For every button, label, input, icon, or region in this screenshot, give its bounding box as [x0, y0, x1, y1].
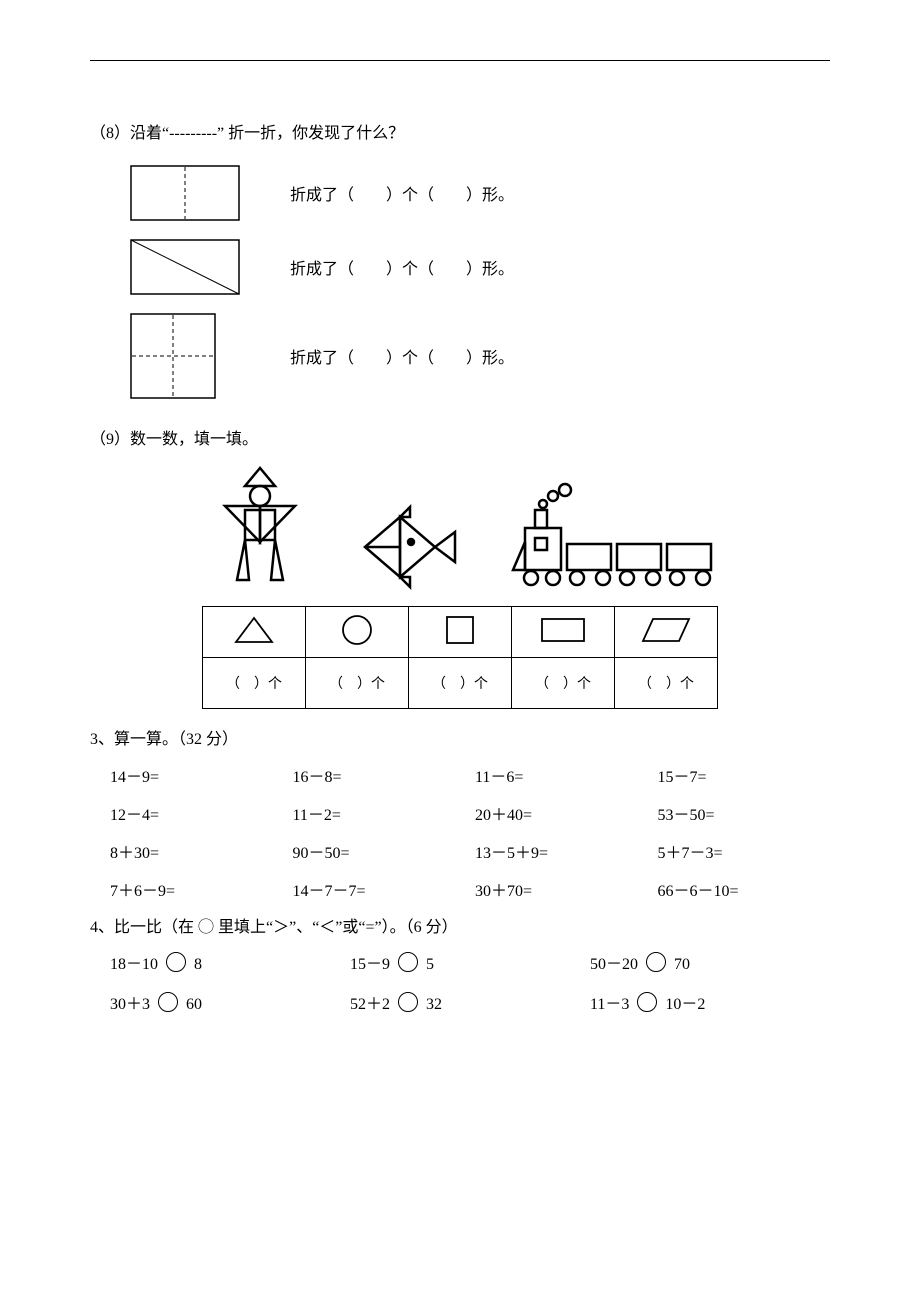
cmp-item: 15－9 5 [350, 950, 590, 974]
calc-item: 30＋70= [475, 877, 648, 901]
calc-item: 66－6－10= [658, 877, 831, 901]
cmp-right: 5 [426, 956, 434, 973]
cell-rectangle-icon [512, 607, 615, 658]
calc-item: 13－5＋9= [475, 839, 648, 863]
calc-item: 8＋30= [110, 839, 283, 863]
cmp-item: 52＋2 32 [350, 990, 590, 1014]
calc-item: 11－2= [293, 801, 466, 825]
worksheet-page: （8）沿着“---------” 折一折，你发现了什么？ 折成了（ ）个（ ）形… [0, 0, 920, 1302]
figure-person-icon [195, 462, 325, 592]
q8-row-3: 折成了（ ）个（ ）形。 [130, 313, 830, 399]
q4-grid: 18－10 8 15－9 5 50－20 70 30＋3 60 52＋2 32 … [110, 950, 830, 1014]
cell-circle-count: （ ）个 [306, 658, 409, 709]
calc-item: 7＋6－9= [110, 877, 283, 901]
calc-item: 20＋40= [475, 801, 648, 825]
cmp-left: 30＋3 [110, 996, 150, 1013]
calc-item: 11－6= [475, 763, 648, 787]
circle-blank-icon [398, 952, 418, 972]
q8-row-1: 折成了（ ）个（ ）形。 [130, 165, 830, 221]
calc-item: 90－50= [293, 839, 466, 863]
q9-figure [90, 462, 830, 592]
calc-item: 15－7= [658, 763, 831, 787]
cell-triangle-icon [203, 607, 306, 658]
q8-shape-rect-diag [130, 239, 270, 295]
calc-item: 14－9= [110, 763, 283, 787]
q9-prompt: （9）数一数，填一填。 [90, 427, 830, 453]
q9-table: （ ）个 （ ）个 （ ）个 （ ）个 （ ）个 [202, 606, 718, 709]
calc-item: 12－4= [110, 801, 283, 825]
cmp-item: 18－10 8 [110, 950, 350, 974]
top-rule [90, 60, 830, 61]
calc-item: 14－7－7= [293, 877, 466, 901]
figure-train-icon [495, 482, 725, 592]
circle-blank-icon [646, 952, 666, 972]
cmp-right: 8 [194, 956, 202, 973]
cell-rectangle-count: （ ）个 [512, 658, 615, 709]
cmp-item: 50－20 70 [590, 950, 830, 974]
circle-blank-icon [158, 992, 178, 1012]
cell-square-count: （ ）个 [409, 658, 512, 709]
cmp-left: 50－20 [590, 956, 638, 973]
circle-blank-icon [637, 992, 657, 1012]
cmp-left: 52＋2 [350, 996, 390, 1013]
q8-prompt: （8）沿着“---------” 折一折，你发现了什么？ [90, 121, 830, 147]
cmp-left: 15－9 [350, 956, 390, 973]
cmp-right: 10－2 [665, 996, 705, 1013]
q8-row-2: 折成了（ ）个（ ）形。 [130, 239, 830, 295]
cell-circle-icon [306, 607, 409, 658]
q8-shape-square-cross [130, 313, 270, 399]
cmp-right: 32 [426, 996, 442, 1013]
q8-text-2: 折成了（ ）个（ ）形。 [290, 255, 514, 279]
calc-item: 53－50= [658, 801, 831, 825]
q3-grid: 14－9= 16－8= 11－6= 15－7= 12－4= 11－2= 20＋4… [110, 763, 830, 901]
cmp-right: 70 [674, 956, 690, 973]
calc-item: 16－8= [293, 763, 466, 787]
q3-prompt: 3、算一算。（32 分） [90, 727, 830, 753]
q4-prompt: 4、比一比（在 ◯ 里填上“＞”、“＜”或“=”）。（6 分） [90, 915, 830, 941]
circle-blank-icon [166, 952, 186, 972]
figure-fish-icon [355, 502, 465, 592]
cell-parallelogram-icon [615, 607, 718, 658]
cell-parallelogram-count: （ ）个 [615, 658, 718, 709]
q8-text-1: 折成了（ ）个（ ）形。 [290, 181, 514, 205]
calc-item: 5＋7－3= [658, 839, 831, 863]
cmp-left: 18－10 [110, 956, 158, 973]
cmp-right: 60 [186, 996, 202, 1013]
cell-triangle-count: （ ）个 [203, 658, 306, 709]
q8-shape-rect-vdash [130, 165, 270, 221]
circle-blank-icon [398, 992, 418, 1012]
cmp-item: 30＋3 60 [110, 990, 350, 1014]
cmp-left: 11－3 [590, 996, 629, 1013]
cell-square-icon [409, 607, 512, 658]
q8-text-3: 折成了（ ）个（ ）形。 [290, 344, 514, 368]
cmp-item: 11－3 10－2 [590, 990, 830, 1014]
